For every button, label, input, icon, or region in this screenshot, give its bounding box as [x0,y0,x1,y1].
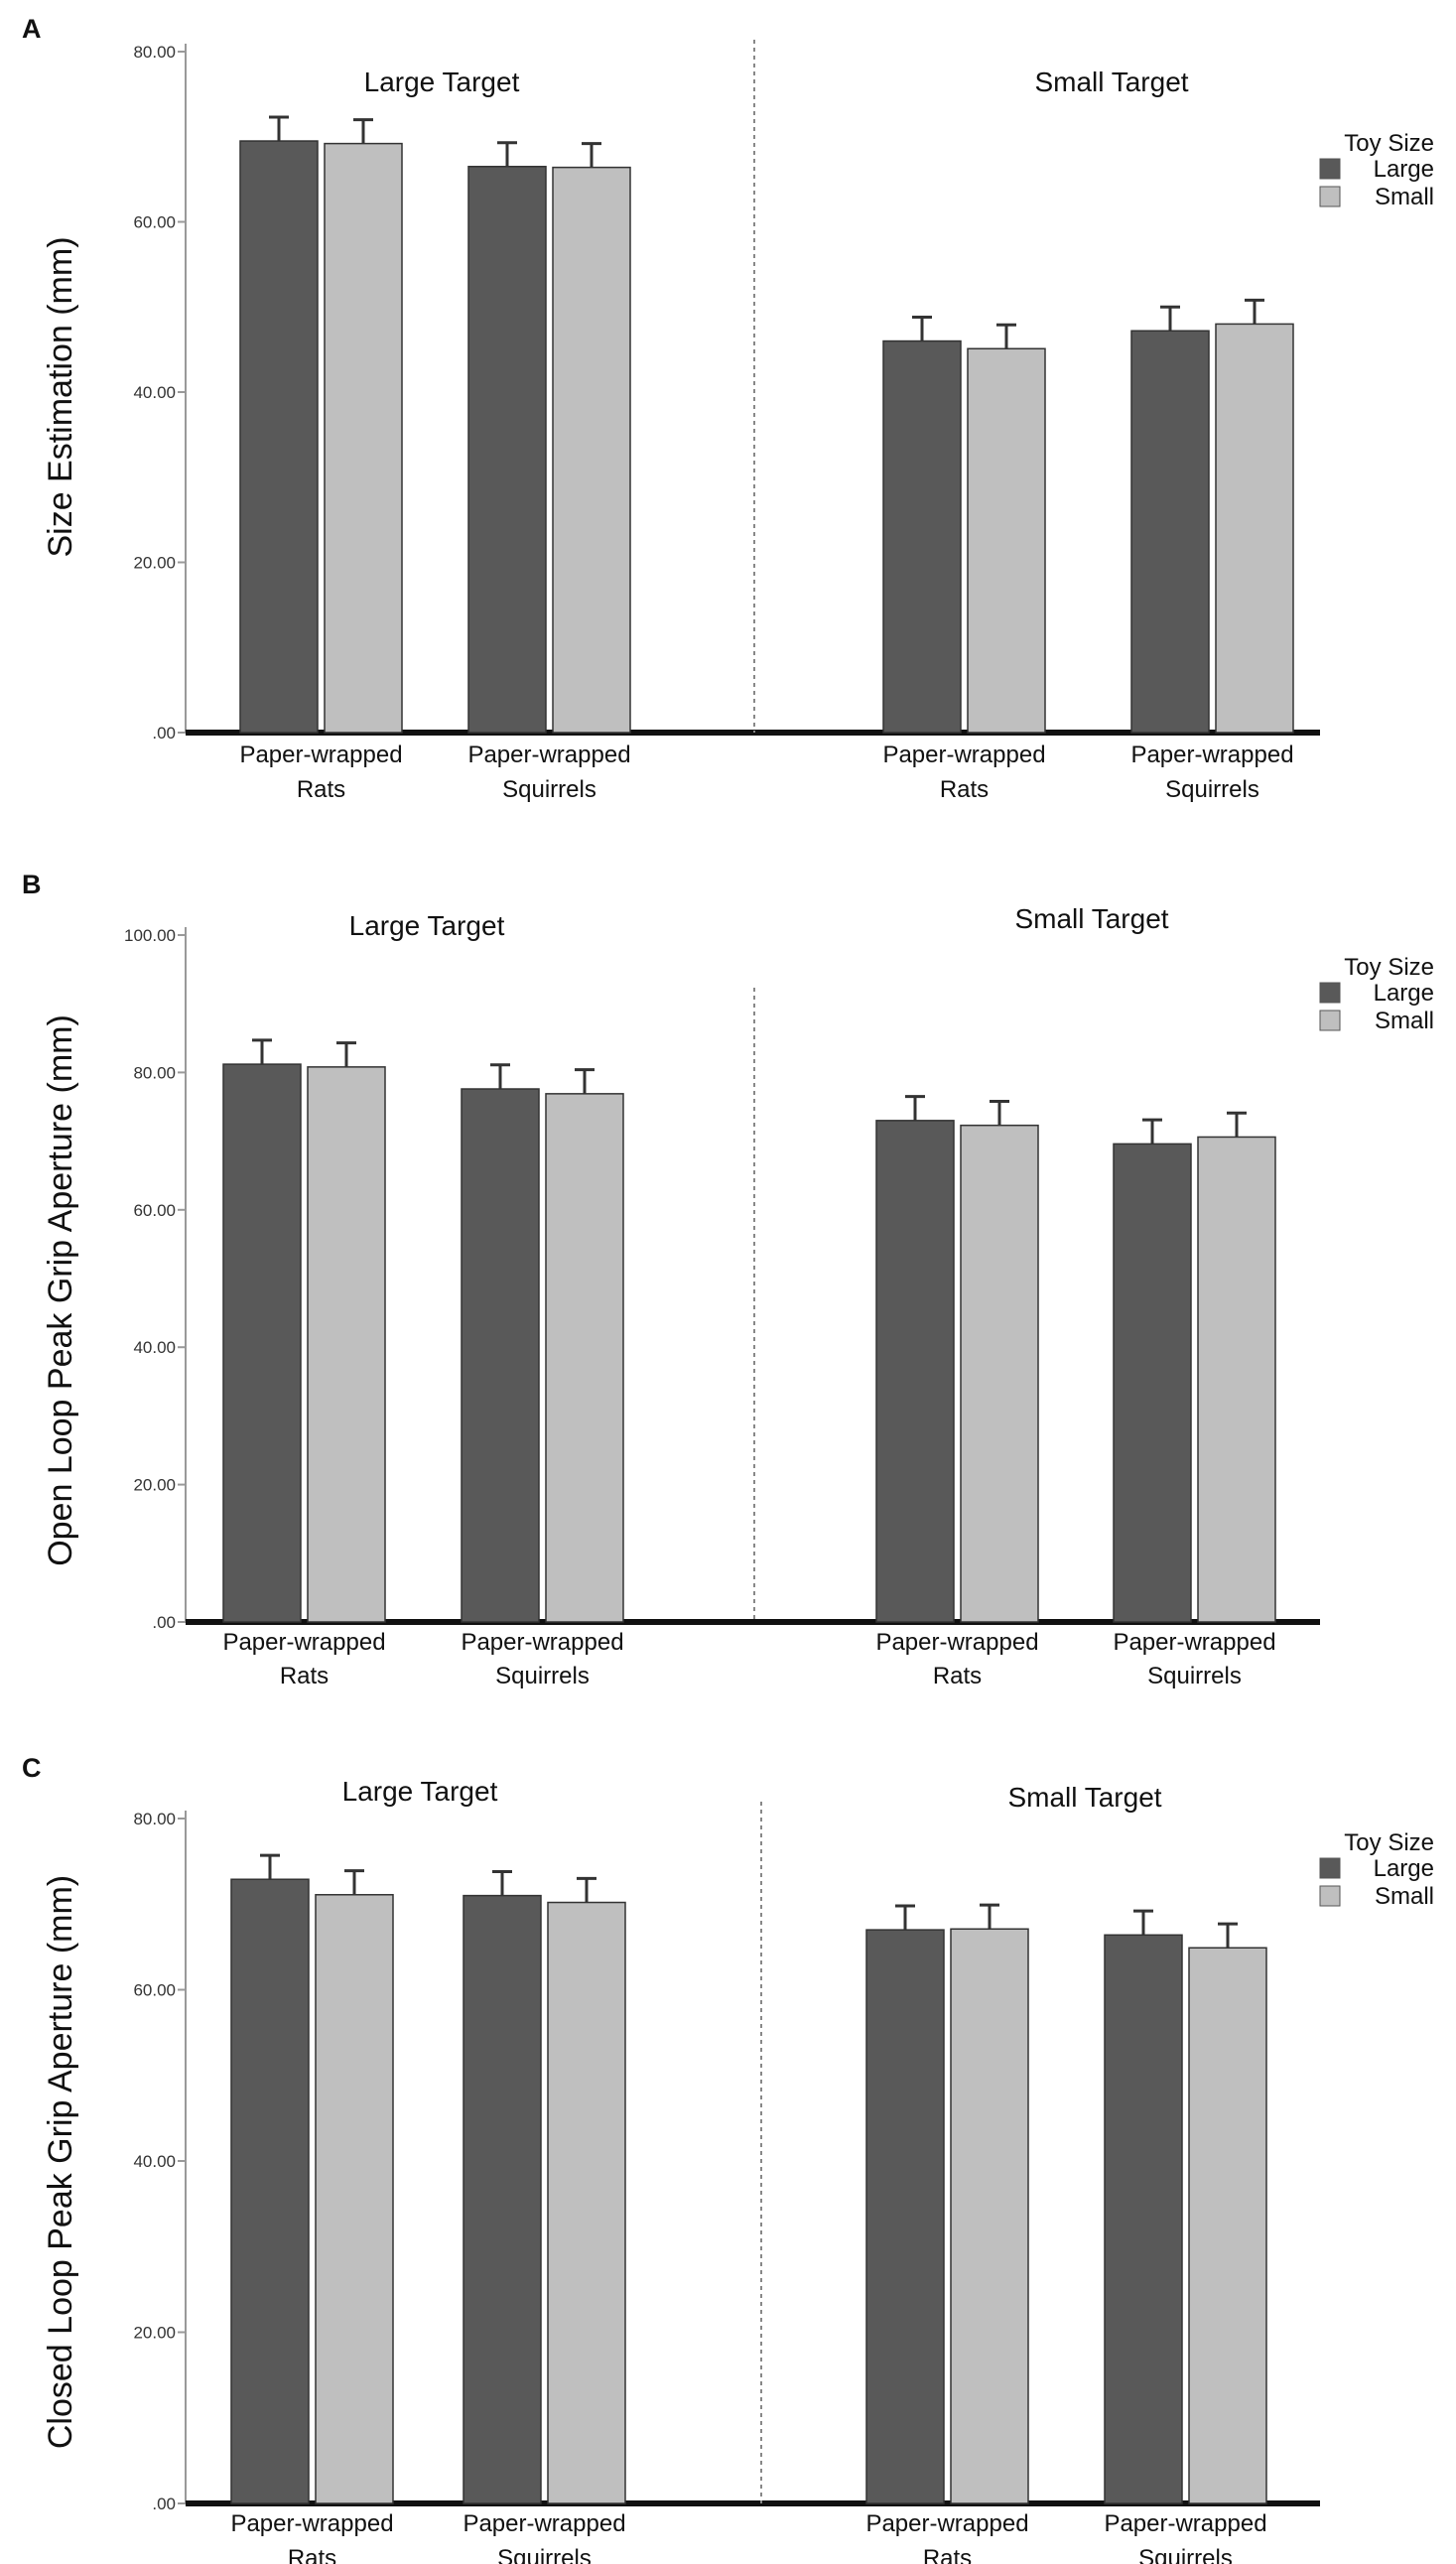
legend-label: Small [1375,184,1434,210]
legend-title: Toy Size [1344,954,1434,981]
x-category-label: Squirrels [1147,1663,1242,1689]
bar-small [1188,1947,1267,2504]
x-category-label: Paper-wrapped [239,742,402,768]
x-category-label: Rats [933,1663,982,1689]
bar-large [1113,1143,1192,1623]
y-tick-label: 20.00 [133,1476,176,1495]
panel-label: C [22,1753,42,1783]
x-category-label: Paper-wrapped [230,2510,393,2537]
legend-swatch-large [1319,982,1341,1004]
x-category-label: Paper-wrapped [875,1629,1038,1656]
y-tick-label: .00 [152,1613,176,1632]
panel-C: C Closed Loop Peak Grip Aperture (mm) .00 2… [22,1753,1434,2564]
group-title: Small Target [1034,67,1188,97]
legend-label: Small [1375,1883,1434,1910]
y-tick-label: 60.00 [133,213,176,232]
y-axis-label: Open Loop Peak Grip Aperture (mm) [42,1014,79,1566]
bar-large [875,1120,955,1623]
y-tick-label: 100.00 [124,926,176,945]
legend-swatch-small [1319,1010,1341,1031]
x-category-label: Paper-wrapped [865,2510,1028,2537]
y-tick-label: 80.00 [133,1810,176,1828]
bar-small [545,1093,624,1623]
y-tick-label: 20.00 [133,2324,176,2343]
bar-small [960,1124,1039,1623]
y-tick-label: .00 [152,724,176,742]
y-tick-label: 60.00 [133,1201,176,1220]
panel-A: A Size Estimation (mm) .00 20.00 40.00 60.00 8… [22,14,1434,803]
y-tick-label: 20.00 [133,554,176,573]
y-tick-label: 40.00 [133,1338,176,1357]
bar-small [547,1901,626,2504]
bar-small [1197,1136,1276,1623]
group-title: Small Target [1014,903,1168,934]
legend-swatch-small [1319,186,1341,207]
y-tick-label: 40.00 [133,2152,176,2171]
bar-small [324,142,403,734]
x-category-label: Squirrels [1165,776,1259,803]
bar-large [1104,1934,1183,2504]
x-category-label: Rats [288,2545,336,2564]
x-category-label: Rats [940,776,989,803]
bar-large [882,339,962,734]
group-title: Large Target [364,67,520,97]
bar-large [467,166,547,734]
x-category-label: Paper-wrapped [1104,2510,1266,2537]
y-tick-label: 40.00 [133,383,176,402]
bar-small [950,1928,1029,2504]
x-category-label: Squirrels [502,776,596,803]
y-tick-label: 80.00 [133,43,176,62]
group-title: Large Target [349,910,505,941]
bar-large [230,1878,310,2504]
legend-label: Large [1374,980,1434,1007]
group-title: Small Target [1007,1782,1161,1813]
bar-small [1215,323,1294,734]
x-category-label: Paper-wrapped [1130,742,1293,768]
x-category-label: Squirrels [495,1663,590,1689]
legend-label: Large [1374,156,1434,183]
legend-swatch-large [1319,1857,1341,1879]
x-category-label: Squirrels [1138,2545,1233,2564]
legend-label: Small [1375,1008,1434,1034]
y-axis-label: Size Estimation (mm) [42,236,79,557]
panel-B: B Open Loop Peak Grip Aperture (mm) .00 20.… [22,870,1434,1689]
x-category-label: Squirrels [497,2545,592,2564]
bar-small [315,1894,394,2504]
bar-small [967,347,1046,734]
bar-large [461,1088,540,1623]
legend-swatch-large [1319,158,1341,180]
x-category-label: Paper-wrapped [463,2510,625,2537]
bar-large [1130,330,1210,734]
x-category-label: Paper-wrapped [461,1629,623,1656]
y-tick-label: 80.00 [133,1063,176,1082]
legend-swatch-small [1319,1885,1341,1907]
x-category-label: Rats [923,2545,972,2564]
x-category-label: Paper-wrapped [222,1629,385,1656]
x-category-label: Paper-wrapped [467,742,630,768]
bar-large [865,1929,945,2504]
bar-large [463,1894,542,2504]
x-category-label: Rats [280,1663,329,1689]
y-tick-label: 60.00 [133,1981,176,2000]
bar-large [222,1063,302,1623]
y-tick-label: .00 [152,2495,176,2513]
bar-small [307,1066,386,1623]
x-category-label: Rats [297,776,345,803]
y-axis-label: Closed Loop Peak Grip Aperture (mm) [42,1875,79,2449]
legend-label: Large [1374,1855,1434,1882]
legend-title: Toy Size [1344,1829,1434,1856]
bar-large [239,140,319,734]
x-category-label: Paper-wrapped [1113,1629,1275,1656]
x-category-label: Paper-wrapped [882,742,1045,768]
panel-label: A [22,14,42,44]
panel-label: B [22,870,42,899]
bar-small [552,166,631,734]
group-title: Large Target [342,1776,498,1807]
legend-title: Toy Size [1344,130,1434,157]
